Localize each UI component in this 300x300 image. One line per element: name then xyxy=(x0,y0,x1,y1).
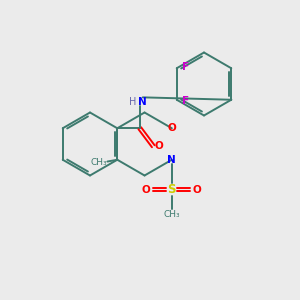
Text: O: O xyxy=(155,141,164,151)
Text: F: F xyxy=(182,96,189,106)
Text: O: O xyxy=(193,185,202,195)
Text: CH₃: CH₃ xyxy=(164,210,180,219)
Text: S: S xyxy=(168,183,176,196)
Text: O: O xyxy=(167,123,176,133)
Text: H: H xyxy=(129,97,136,107)
Text: F: F xyxy=(182,62,189,72)
Text: CH₃: CH₃ xyxy=(91,158,108,167)
Text: N: N xyxy=(138,97,147,107)
Text: N: N xyxy=(167,155,176,165)
Text: O: O xyxy=(142,185,151,195)
